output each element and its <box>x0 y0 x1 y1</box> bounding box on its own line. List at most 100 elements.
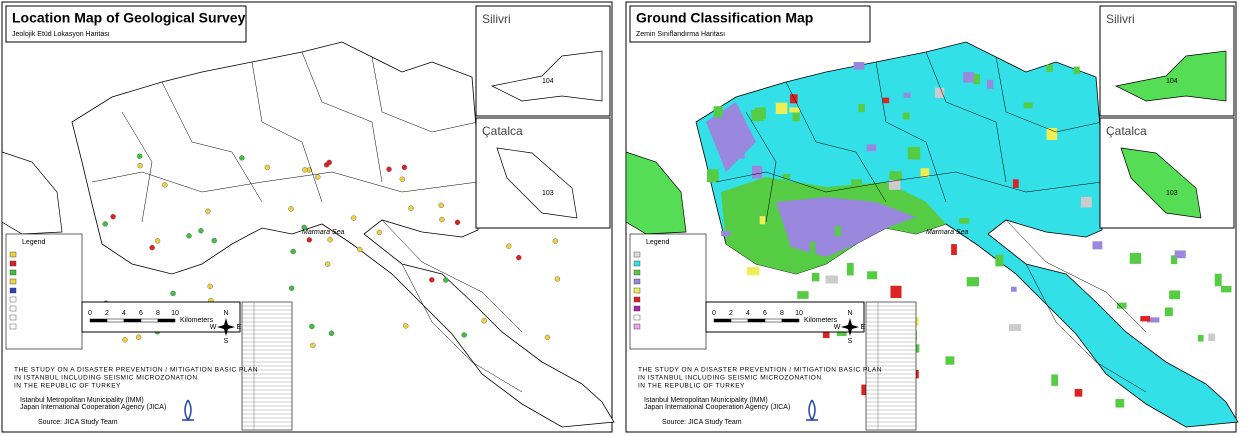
legend-swatch <box>633 323 641 330</box>
legend-swatch <box>9 323 17 330</box>
ground-cell <box>973 73 980 85</box>
ground-cell <box>1164 307 1173 317</box>
ground-cell <box>951 244 957 255</box>
ground-cell <box>1080 196 1092 208</box>
map-subtitle: Zemin Sınıflandırma Haritası <box>636 31 725 38</box>
source-note: Source: JICA Study Team <box>38 419 118 426</box>
district-boundary <box>785 81 887 203</box>
ground-cell <box>966 277 979 287</box>
ground-cell <box>782 173 791 180</box>
legend-title: Legend <box>22 239 45 246</box>
district-boundary <box>301 51 383 183</box>
survey-point <box>135 334 142 340</box>
source-note: Source: JICA Study Team <box>662 419 742 426</box>
scale-segment <box>730 318 749 323</box>
survey-point <box>136 153 143 159</box>
map-panel: Marmara Sea Location Map of Geological Su… <box>1 1 615 433</box>
compass-letter: N <box>223 310 228 317</box>
map-title: Location Map of Geological Survey <box>12 10 246 26</box>
ground-cell <box>1147 317 1160 323</box>
survey-point <box>288 285 295 291</box>
inset-name: Silivri <box>482 12 511 26</box>
ground-cell <box>706 169 719 183</box>
inset-name: Çatalca <box>1106 124 1147 138</box>
ground-cell <box>1129 252 1142 264</box>
district-boundary <box>121 111 153 223</box>
compass-letter: S <box>224 338 229 345</box>
scale-segment <box>157 318 176 323</box>
legend-title: Legend <box>646 239 669 246</box>
district-boundary <box>381 219 523 333</box>
legend-swatch <box>633 278 641 285</box>
ground-cell <box>986 79 994 89</box>
survey-point <box>408 205 414 211</box>
district-boundary <box>251 61 323 203</box>
survey-point <box>443 277 449 283</box>
inset-district <box>1120 147 1202 219</box>
legend-swatch <box>633 269 641 276</box>
survey-point <box>327 237 333 243</box>
ground-cell <box>867 271 878 280</box>
ground-cell <box>1169 290 1181 300</box>
ground-cell <box>721 230 731 237</box>
district-boundary <box>1025 263 1147 393</box>
ground-cell <box>1046 128 1058 140</box>
legend-box <box>5 233 83 350</box>
survey-point <box>137 162 143 169</box>
legend-swatch <box>633 260 641 267</box>
district-boundary <box>371 56 479 133</box>
agency-name: Istanbul Metropolitan Municipality (IMM) <box>644 397 768 404</box>
ground-cell <box>866 144 877 152</box>
ground-cell <box>1074 388 1083 397</box>
survey-point <box>323 162 330 168</box>
compass-rose <box>217 318 235 336</box>
inset-district-label: 104 <box>542 78 554 85</box>
ground-cell <box>861 384 868 396</box>
survey-point <box>315 174 321 180</box>
study-title: THE STUDY ON A DISASTER PREVENTION / MIT… <box>638 367 882 374</box>
study-title: IN ISTANBUL INCLUDING SEISMIC MICROZONAT… <box>638 375 822 382</box>
ground-cell <box>907 146 921 160</box>
scale-label: 4 <box>746 310 750 317</box>
survey-point <box>376 229 383 236</box>
title-box <box>629 5 871 43</box>
scale-label: 2 <box>729 310 733 317</box>
legend-box <box>629 233 707 350</box>
survey-point <box>310 342 316 349</box>
ground-cell <box>1214 273 1222 287</box>
district-boundary <box>401 263 523 393</box>
ground-cell <box>810 241 816 255</box>
legend-swatch <box>9 296 17 303</box>
inset-district <box>490 50 603 102</box>
ground-cell <box>789 107 800 113</box>
scale-label: 10 <box>795 310 803 317</box>
ground-cell <box>858 104 865 113</box>
survey-point <box>122 337 128 343</box>
legend-swatch <box>9 287 17 294</box>
survey-point <box>306 237 313 243</box>
ground-cell <box>1046 64 1053 72</box>
legend-swatch <box>633 287 641 294</box>
survey-point <box>211 237 217 244</box>
survey-point <box>350 215 357 221</box>
ground-cell <box>811 272 820 282</box>
ground-cell <box>902 112 910 120</box>
survey-point <box>454 219 461 226</box>
scale-segment <box>123 318 142 323</box>
agency-name: Japan International Cooperation Agency (… <box>644 404 790 411</box>
inset-district-label: 104 <box>1166 78 1178 85</box>
ground-cell <box>1140 316 1151 322</box>
study-title: IN ISTANBUL INCLUDING SEISMIC MICROZONAT… <box>14 375 198 382</box>
survey-point <box>302 167 308 173</box>
survey-point <box>198 228 204 234</box>
ground-cell <box>792 112 800 122</box>
survey-point <box>149 244 155 251</box>
ground-cell <box>1092 241 1103 250</box>
ground-cell <box>713 106 723 118</box>
survey-point <box>401 164 408 171</box>
scale-label: 0 <box>88 310 92 317</box>
survey-point <box>186 233 192 239</box>
survey-point <box>429 277 435 283</box>
study-title: IN THE REPUBLIC OF TURKEY <box>14 383 121 390</box>
